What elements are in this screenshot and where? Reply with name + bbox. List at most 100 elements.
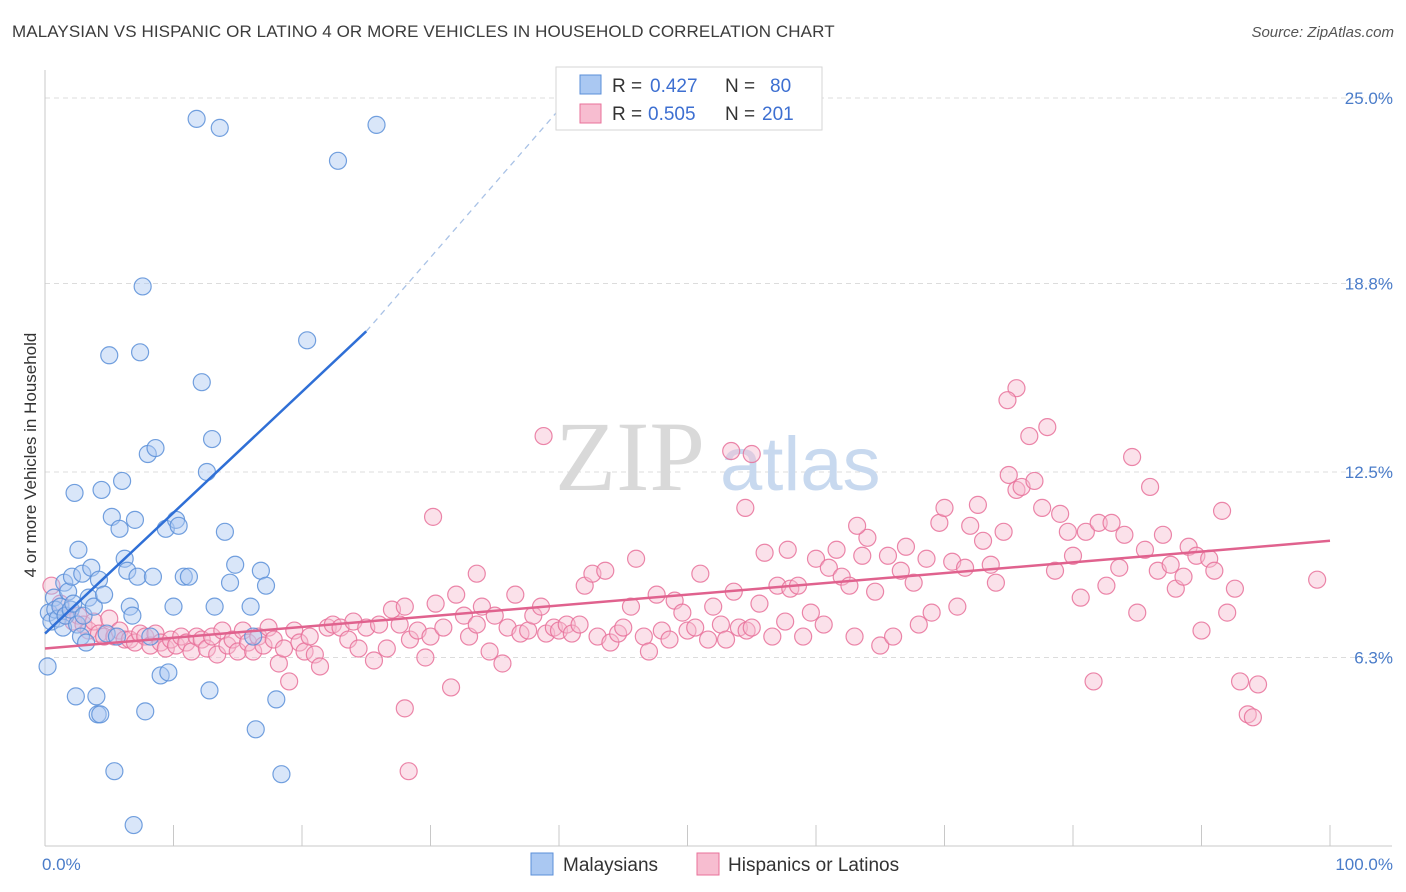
hispanic-point-137: [866, 582, 885, 601]
hispanic-point-35: [228, 642, 247, 661]
hispanic-point-150: [948, 597, 967, 616]
y-tick-label-1: 12.5%: [1345, 463, 1393, 482]
hispanic-point-166: [1051, 504, 1070, 523]
malaysian-point-17: [73, 564, 92, 583]
hispanic-point-196: [1243, 708, 1263, 727]
malaysian-point-49: [159, 663, 178, 682]
hispanic-point-50: [305, 645, 324, 664]
hispanic-point-151: [955, 558, 975, 577]
hispanic-point-169: [1071, 588, 1090, 607]
hispanic-point-95: [596, 561, 615, 580]
malaysian-point-54: [179, 567, 199, 586]
hispanic-point-111: [698, 630, 718, 649]
hispanic-point-140: [883, 627, 903, 646]
hispanic-point-201: [534, 426, 553, 446]
hispanic-point-127: [801, 603, 820, 622]
malaysian-point-60: [205, 597, 224, 616]
malaysian-point-18: [74, 606, 93, 625]
hispanic-point-139: [878, 546, 898, 565]
hispanic-point-114: [716, 630, 736, 649]
trend-lines: [44, 79, 1331, 650]
bottom-legend-swatch-pink: [696, 852, 720, 876]
hispanic-point-153: [968, 495, 988, 514]
hispanic-point-205: [395, 699, 414, 718]
malaysian-point-25: [92, 480, 111, 500]
hispanic-point-126: [794, 627, 813, 646]
hispanic-point-162: [1025, 471, 1044, 491]
hispanic-point-70: [434, 618, 453, 637]
hispanic-point-199: [736, 498, 755, 517]
hispanic-point-110: [691, 564, 710, 583]
hispanic-point-176: [1115, 525, 1134, 544]
hispanic-point-188: [1192, 621, 1211, 640]
malaysian-point-32: [110, 519, 129, 538]
hispanic-point-10: [100, 609, 119, 628]
hispanic-point-206: [742, 444, 761, 464]
hispanic-point-33: [218, 636, 237, 655]
watermark: ZIP atlas: [555, 401, 881, 512]
malaysian-point-55: [187, 109, 206, 128]
x-tick-label-0: 0.0%: [42, 855, 81, 874]
hispanic-point-207: [848, 516, 867, 535]
hispanic-point-180: [1140, 477, 1160, 497]
malaysian-point-69: [241, 597, 260, 616]
hispanic-point-34: [223, 630, 242, 649]
hispanic-point-135: [853, 546, 872, 565]
malaysian-trend-line: [44, 330, 368, 635]
hispanic-point-67: [416, 648, 435, 667]
hispanic-point-163: [1033, 498, 1052, 517]
watermark-atlas: atlas: [720, 422, 881, 507]
malaysian-point-62: [215, 522, 234, 541]
hispanic-point-59: [364, 651, 384, 670]
hispanic-point-99: [621, 597, 641, 616]
malaysian-point-42: [136, 702, 155, 721]
malaysian-point-22: [84, 597, 103, 616]
hispanic-point-171: [1084, 672, 1103, 691]
hispanic-point-39: [249, 627, 268, 646]
malaysian-point-57: [197, 462, 217, 482]
hispanic-point-179: [1135, 540, 1155, 559]
hispanic-point-128: [806, 549, 826, 568]
x-tick-label-1: 100.0%: [1335, 855, 1393, 874]
hispanic-point-209: [998, 391, 1017, 410]
y-tick-label-3: 25.0%: [1345, 89, 1393, 108]
malaysian-point-27: [97, 624, 116, 643]
hispanic-point-168: [1063, 546, 1083, 565]
hispanic-point-173: [1097, 576, 1116, 595]
legend-n-label-1: N =: [725, 76, 755, 97]
hispanic-point-146: [922, 603, 941, 622]
hispanic-point-72: [447, 585, 466, 604]
hispanic-point-167: [1058, 522, 1077, 541]
hispanic-point-118: [742, 618, 761, 637]
hispanic-point-31: [208, 645, 227, 664]
legend-r-label-1: R =: [612, 76, 642, 97]
hispanic-point-44: [274, 639, 294, 658]
hispanic-point-198: [1308, 570, 1327, 589]
malaysian-point-61: [210, 118, 229, 137]
hispanic-point-102: [639, 642, 659, 661]
malaysian-point-38: [125, 510, 145, 529]
hispanic-point-8: [89, 624, 109, 643]
hispanic-point-143: [904, 573, 923, 592]
hispanic-point-89: [557, 615, 576, 634]
hispanic-point-64: [395, 597, 414, 616]
legend-n-value-1: 80: [770, 76, 791, 97]
malaysian-point-6: [53, 618, 73, 637]
bottom-legend-label-hispanics: Hispanics or Latinos: [728, 855, 899, 876]
malaysian-point-59: [202, 429, 222, 449]
hispanic-point-40: [254, 636, 273, 655]
malaysian-point-79: [38, 657, 57, 676]
hispanic-point-91: [570, 615, 589, 634]
hispanic-point-157: [994, 522, 1013, 541]
hispanic-point-178: [1128, 603, 1147, 622]
blue-series-points: [38, 109, 386, 835]
malaysian-point-45: [143, 567, 163, 586]
hispanic-point-159: [1007, 480, 1026, 500]
legend-r-value-2: 0.505: [648, 104, 696, 125]
hispanic-point-192: [1218, 603, 1237, 622]
hispanic-point-45: [280, 672, 299, 691]
y-tick-labels: 6.3% 12.5% 18.8% 25.0%: [1345, 89, 1393, 668]
hispanic-point-134: [845, 627, 864, 646]
malaysian-point-76: [298, 331, 317, 350]
